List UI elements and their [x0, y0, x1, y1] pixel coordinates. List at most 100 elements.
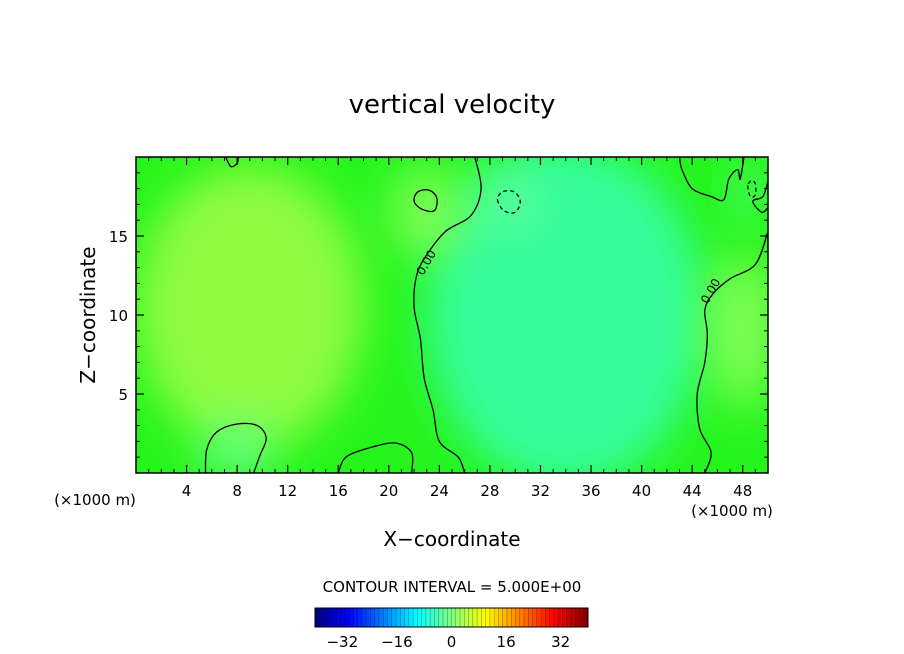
x-unit-right: (×1000 m): [691, 502, 773, 520]
colorbar-cell: [498, 608, 503, 627]
colorbar-cell: [344, 608, 350, 627]
colorbar-cell: [511, 608, 516, 627]
field-shading: [136, 157, 768, 473]
x-tick-label: 36: [581, 482, 600, 500]
colorbar-cell: [430, 608, 435, 627]
x-tick-label: 44: [683, 482, 702, 500]
colorbar-cell: [404, 608, 410, 627]
colorbar-cell: [485, 608, 491, 627]
colorbar-cell: [562, 608, 567, 627]
colorbar-cell: [315, 608, 320, 627]
y-axis-label: Z−coordinate: [76, 246, 100, 383]
x-tick-label: 24: [430, 482, 449, 500]
y-tick-label: 10: [109, 307, 128, 325]
colorbar-cell: [549, 608, 555, 627]
chart-title: vertical velocity: [349, 90, 556, 120]
colorbar-cell: [349, 608, 354, 627]
colorbar-cell: [536, 608, 542, 627]
colorbar-cell: [374, 608, 380, 627]
colorbar-cell: [442, 608, 448, 627]
axis-ticks: [136, 157, 768, 473]
y-tick-label: 5: [118, 386, 128, 404]
colorbar-cell: [502, 608, 508, 627]
colorbar-cell: [361, 608, 367, 627]
colorbar-tick-label: 16: [497, 633, 516, 651]
contour-line-zero: [696, 231, 768, 473]
colorbar-cell: [553, 608, 559, 627]
colorbar-cell: [417, 608, 422, 627]
colorbar-cell: [575, 608, 580, 627]
y-tick-label: 15: [109, 228, 128, 246]
colorbar-cell: [570, 608, 576, 627]
colorbar-tick-labels: −32 −16 0 16 32: [326, 633, 570, 651]
x-tick-label: 40: [632, 482, 651, 500]
colorbar-cell: [515, 608, 521, 627]
x-tick-label: 32: [531, 482, 550, 500]
colorbar-cell: [451, 608, 457, 627]
contour-line-zero: [413, 157, 482, 473]
colorbar-cell: [558, 608, 563, 627]
colorbar-cell: [357, 608, 363, 627]
colorbar-cell: [336, 608, 341, 627]
colorbar-tick-label: −16: [381, 633, 413, 651]
colorbar-cell: [332, 608, 337, 627]
colorbar-cell: [319, 608, 324, 627]
y-tick-labels: 5 10 15: [109, 228, 128, 404]
contour-line-zero: [413, 189, 438, 213]
x-tick-label: 20: [379, 482, 398, 500]
colorbar-cell: [460, 608, 465, 627]
colorbar-cell: [408, 608, 414, 627]
colorbar-cell: [528, 608, 533, 627]
colorbar-tick-label: 32: [551, 633, 570, 651]
colorbar-cell: [438, 608, 444, 627]
colorbar-cell: [472, 608, 478, 627]
field-blob: [426, 157, 705, 473]
colorbar-cell: [566, 608, 572, 627]
colorbar-cell: [353, 608, 358, 627]
colorbar-cell: [387, 608, 393, 627]
contour-interval-text: CONTOUR INTERVAL = 5.000E+00: [323, 578, 582, 596]
contour-line-zero: [225, 157, 240, 168]
x-tick-label: 4: [182, 482, 192, 500]
colorbar-cell: [545, 608, 550, 627]
colorbar-tick-label: 0: [447, 633, 457, 651]
colorbar-cell: [396, 608, 401, 627]
x-axis-label: X−coordinate: [383, 527, 520, 551]
contour-line-zero: [752, 180, 768, 214]
colorbar-cell: [340, 608, 346, 627]
colorbar-cell: [455, 608, 461, 627]
colorbar-cell: [519, 608, 525, 627]
contour-line-zero: [204, 422, 267, 473]
contour-line-zero: [678, 157, 745, 202]
field-blob: [136, 164, 364, 450]
contour-line-negative: [496, 190, 521, 214]
colorbar-cell: [378, 608, 384, 627]
colorbar-cell: [370, 608, 376, 627]
colorbar-cell: [400, 608, 405, 627]
x-tick-label: 48: [733, 482, 752, 500]
field-blob: [477, 169, 541, 233]
colorbar-cell: [447, 608, 452, 627]
colorbar-cell: [481, 608, 486, 627]
colorbar-cell: [477, 608, 482, 627]
field-blob: [388, 164, 465, 260]
colorbar-cell: [494, 608, 499, 627]
colorbar-cell: [421, 608, 427, 627]
colorbar-cell: [532, 608, 538, 627]
colorbar-cells: [314, 608, 589, 627]
colorbar-cell: [323, 608, 329, 627]
x-tick-label: 28: [480, 482, 499, 500]
colorbar-frame: [314, 607, 589, 628]
colorbar-cell: [524, 608, 529, 627]
colorbar-cell: [383, 608, 388, 627]
x-tick-label: 12: [278, 482, 297, 500]
contour-line-negative: [747, 180, 757, 198]
x-tick-labels: 4 8 12 16 20 24 28 32 36 40 44 48: [182, 482, 752, 500]
colorbar-cell: [506, 608, 512, 627]
colorbar-cell: [366, 608, 371, 627]
x-tick-label: 8: [232, 482, 242, 500]
colorbar-tick-label: −32: [326, 633, 358, 651]
colorbar-cell: [468, 608, 474, 627]
plot-area: 0.000.00: [135, 156, 769, 474]
